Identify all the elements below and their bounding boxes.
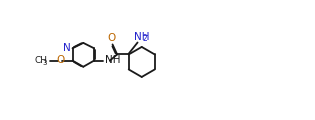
Text: 3: 3: [42, 60, 47, 66]
Text: NH: NH: [134, 32, 149, 42]
Text: CH: CH: [34, 56, 47, 65]
Text: N: N: [63, 43, 71, 53]
Text: NH: NH: [105, 55, 120, 65]
Text: O: O: [108, 33, 116, 43]
Text: 2: 2: [143, 34, 147, 43]
Text: O: O: [56, 55, 64, 65]
